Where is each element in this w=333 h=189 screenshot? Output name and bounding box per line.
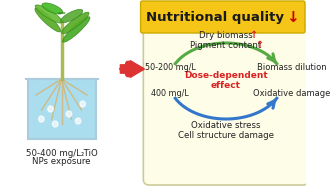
Text: NPs exposure: NPs exposure xyxy=(32,157,91,167)
Ellipse shape xyxy=(42,3,63,14)
FancyBboxPatch shape xyxy=(143,25,309,185)
Circle shape xyxy=(39,116,44,122)
Text: effect: effect xyxy=(211,81,241,91)
Ellipse shape xyxy=(61,9,83,23)
FancyBboxPatch shape xyxy=(28,79,97,139)
Text: Oxidative damage: Oxidative damage xyxy=(253,90,331,98)
FancyArrowPatch shape xyxy=(125,64,138,74)
Ellipse shape xyxy=(35,8,61,32)
Ellipse shape xyxy=(63,17,90,42)
Circle shape xyxy=(66,111,72,117)
Text: Biomass dilution: Biomass dilution xyxy=(257,63,327,71)
Circle shape xyxy=(48,106,53,112)
Text: ₂: ₂ xyxy=(81,149,84,157)
Text: Oxidative stress: Oxidative stress xyxy=(191,121,261,129)
Text: 50-400 mg/L TiO: 50-400 mg/L TiO xyxy=(26,149,98,157)
Ellipse shape xyxy=(62,12,89,34)
Text: Nutritional quality: Nutritional quality xyxy=(147,11,284,23)
Text: Pigment content: Pigment content xyxy=(190,40,262,50)
Circle shape xyxy=(75,118,81,124)
Text: ↓: ↓ xyxy=(286,9,298,25)
Circle shape xyxy=(52,121,58,127)
Text: 400 mg/L: 400 mg/L xyxy=(151,90,189,98)
Text: Dose-dependent: Dose-dependent xyxy=(184,70,268,80)
Ellipse shape xyxy=(35,5,62,23)
Text: Cell structure damage: Cell structure damage xyxy=(178,130,274,139)
Text: ↑: ↑ xyxy=(249,30,258,40)
Circle shape xyxy=(80,101,86,107)
FancyBboxPatch shape xyxy=(141,1,305,33)
Text: 50-200 mg/L: 50-200 mg/L xyxy=(145,63,195,71)
FancyArrowPatch shape xyxy=(120,61,144,77)
Text: Dry biomass: Dry biomass xyxy=(199,30,253,40)
Text: ↑: ↑ xyxy=(255,40,263,50)
